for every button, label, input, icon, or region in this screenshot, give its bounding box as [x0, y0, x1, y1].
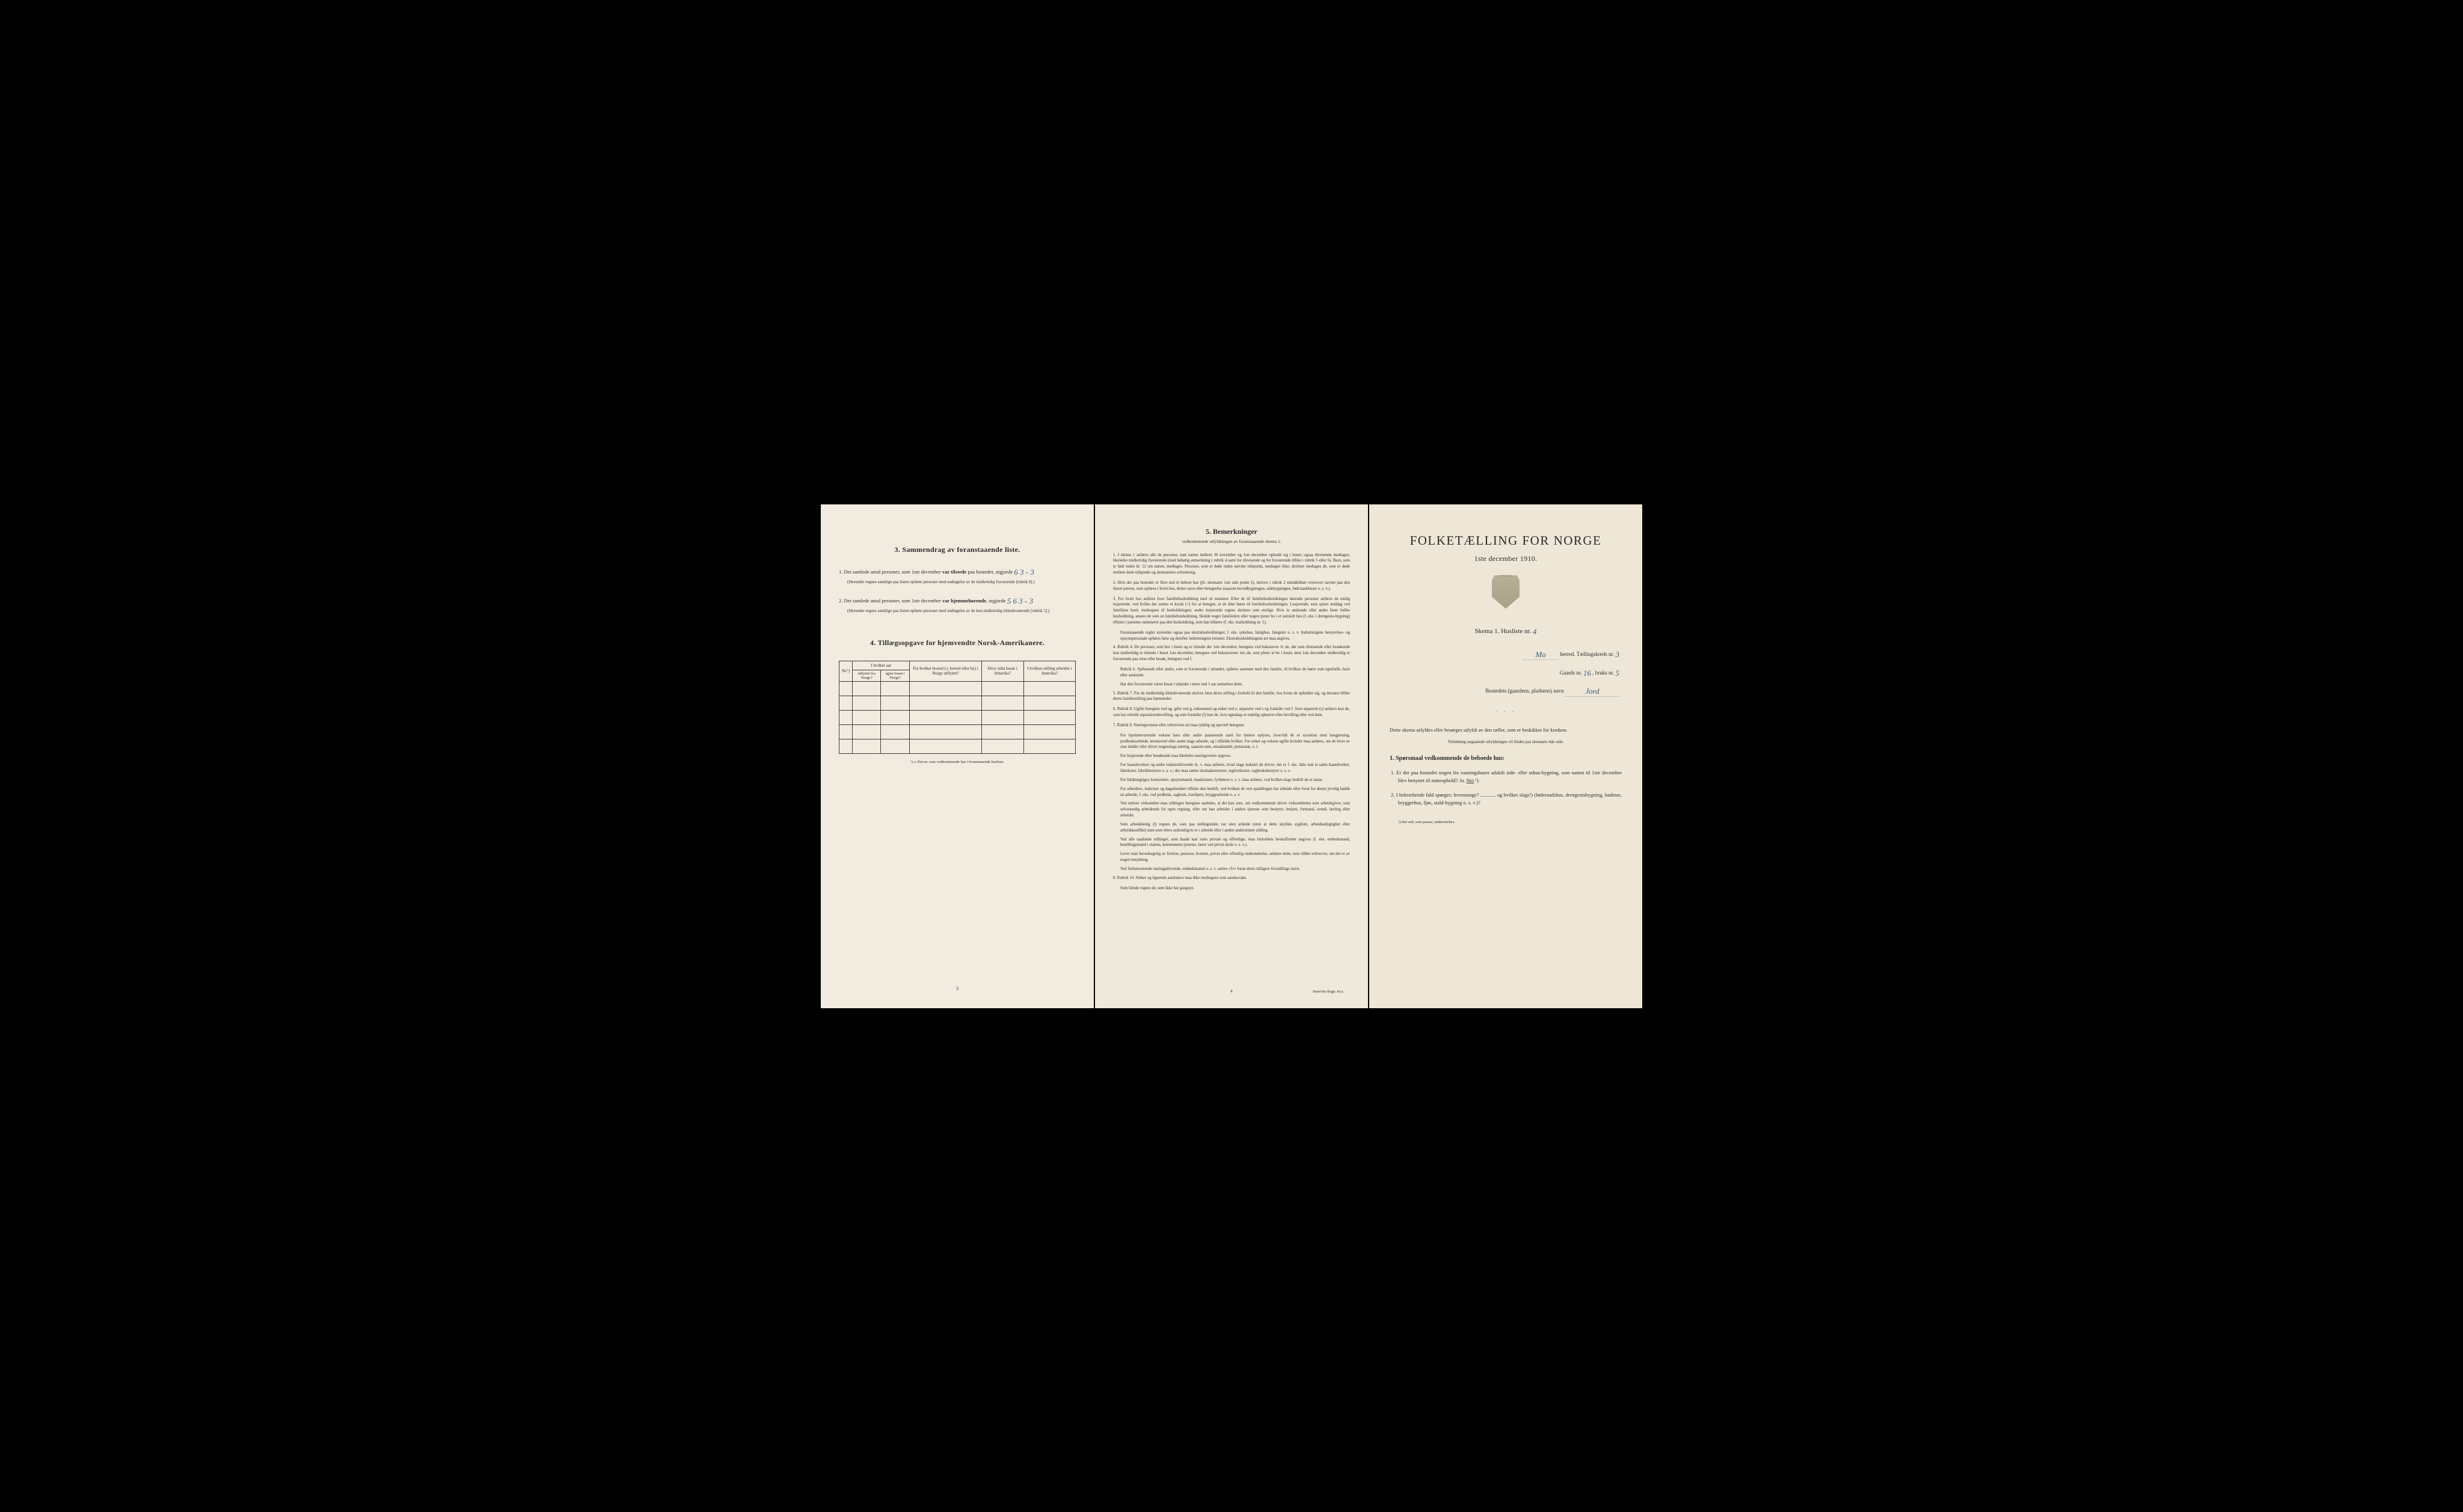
rule-item: 2. Hvis der paa bostedet er flere end ét… [1113, 580, 1350, 592]
item1-value: 6 3 - 3 [1014, 568, 1034, 577]
table-row [839, 681, 1076, 696]
item2-text-post: , utgjorde [986, 598, 1006, 604]
right-date: 1ste december 1910. [1387, 554, 1624, 563]
rule-item: 4. Rubrik 4. De personer, som bor i huse… [1113, 644, 1350, 663]
rule-item: Ved forhenværende næringsdrivende, embed… [1120, 866, 1350, 872]
bosted-value: Jord [1565, 687, 1619, 697]
rule-item: 6. Rubrik 8. Ugifte betegnes ved ug, gif… [1113, 706, 1350, 718]
right-footnote: ¹) Det ord, som passer, understrekes. [1398, 820, 1624, 824]
item-1: 1. Det samlede antal personer, som 1ste … [839, 565, 1076, 586]
gaards-row: Gaards nr. 16 , bruks nr. 5 [1387, 667, 1624, 677]
tillaegs-tbody [839, 681, 1076, 753]
q-heading: 1. Spørsmaal vedkommende de beboede hus: [1390, 755, 1624, 762]
rule-item: Som blinde regnes de, som ikke har gangs… [1120, 886, 1350, 892]
bosted-row: Bostedets (gaardens, pladsens) navn Jord [1387, 685, 1624, 696]
rule-item: Har den fraværende været bosat i utlande… [1120, 682, 1350, 688]
bruks-nr: 5 [1616, 669, 1620, 678]
rule-item: For haandverkere og andre industridriven… [1120, 762, 1350, 774]
schema-label: Skema 1. Husliste nr. [1474, 628, 1531, 635]
gaards-label: Gaards nr. [1560, 670, 1582, 676]
section3-title: 3. Sammendrag av foranstaaende liste. [839, 545, 1076, 554]
th-nr: Nr.¹) [839, 661, 853, 681]
panel-center: 5. Bemerkninger vedkommende utfyldningen… [1095, 504, 1368, 1008]
right-title: FOLKETÆLLING FOR NORGE [1387, 533, 1624, 548]
tillaegs-table: Nr.¹) I hvilket aar Fra hvilket bosted (… [839, 661, 1076, 754]
rule-item: Ved alle saadanne stillinger, som baade … [1120, 837, 1350, 849]
section4-title: 4. Tillægsopgave for hjemvendte Norsk-Am… [839, 638, 1076, 647]
table-row [839, 724, 1076, 739]
item2-text-pre: 2. Det samlede antal personer, som 1ste … [839, 598, 942, 604]
item2-bold: var hjemmehørende [942, 598, 986, 604]
bruks-label: , bruks nr. [1592, 670, 1614, 676]
rule-item: Som arbeidsledig (l) regnes de, som paa … [1120, 822, 1350, 834]
rule-item: Lever man hovedsagelig av formue, pensio… [1120, 851, 1350, 863]
coat-of-arms-icon [1492, 575, 1520, 609]
printer-credit: Steen'ske Bogtr. Kr.a. [1313, 990, 1344, 994]
center-subtitle: vedkommende utfyldningen av foranstaaend… [1113, 539, 1350, 544]
item2-value: 5 6 3 - 3 [1007, 596, 1033, 605]
rule-item: 5. Rubrik 7. For de midlertidig tilstede… [1113, 691, 1350, 703]
rule-item: For fuldmægtiger, kontorister, opsynsmæn… [1120, 777, 1350, 783]
q2: 2. I bekræftende fald spørges: hvormange… [1398, 791, 1622, 807]
herred-value: Mo [1523, 650, 1559, 660]
q1: 1. Er der paa bostedet nogen fra vaaning… [1398, 769, 1622, 785]
table-row [839, 710, 1076, 724]
table-row [839, 696, 1076, 710]
th-utflyttet: utflyttet fra Norge? [853, 670, 881, 681]
table-row [839, 739, 1076, 753]
item1-fine: (Herunder regnes samtlige paa listen opf… [847, 579, 1076, 586]
item-2: 2. Det samlede antal personer, som 1ste … [839, 594, 1076, 614]
rule-item: 1. I skema 1 anføres alle de personer, s… [1113, 552, 1350, 576]
th-hvor: Hvor sidst bosat i Amerika? [981, 661, 1023, 681]
divider-ornament: · · · [1387, 709, 1624, 715]
rule-item: 7. Rubrik 9. Næringsveiens eller erhverv… [1113, 723, 1350, 729]
rule-item: 3. For hvert hus anføres hver familiehus… [1113, 596, 1350, 626]
rule-item: Rubrik 6. Sjøfarende eller andre, som er… [1120, 667, 1350, 679]
instruction-small: Veiledning angaaende utfyldningen vil fi… [1387, 739, 1624, 744]
item1-bold: var tilstede [942, 569, 966, 575]
page-num-3: 3 [956, 986, 959, 991]
husliste-nr: 4 [1533, 627, 1537, 636]
bosted-label: Bostedets (gaardens, pladsens) navn [1485, 688, 1563, 694]
th-stilling: I hvilken stilling arbeidet i Amerika? [1023, 661, 1075, 681]
gaards-nr: 16 [1583, 669, 1591, 678]
schema-line: Skema 1. Husliste nr. 4 [1387, 626, 1624, 635]
item1-text-post: paa bostedet, utgjorde [966, 569, 1013, 575]
rule-item: Ved enhver virksomhet maa stillingen bet… [1120, 801, 1350, 819]
kreds-nr: 3 [1616, 650, 1620, 659]
th-fra: Fra hvilket bosted (ɔ: herred eller by) … [910, 661, 981, 681]
rules-list: 1. I skema 1 anføres alle de personer, s… [1113, 552, 1350, 892]
left-footnote: ¹) ɔ: Det nr. som vedkommende har i fora… [839, 760, 1076, 764]
panel-left: 3. Sammendrag av foranstaaende liste. 1.… [821, 504, 1094, 1008]
rule-item: For losjerende eller besøkende maa likel… [1120, 753, 1350, 759]
rule-item: For arbeidere, inderster og dagarbeidere… [1120, 786, 1350, 798]
tillaegs-table-wrap: Nr.¹) I hvilket aar Fra hvilket bosted (… [839, 661, 1076, 754]
rule-item: For hjemmeværende voksne barn eller andr… [1120, 733, 1350, 751]
rule-item: Foranstaaende regler anvendes ogsaa paa … [1120, 630, 1350, 642]
document-spread: 3. Sammendrag av foranstaaende liste. 1.… [821, 504, 1642, 1008]
th-aar-group: I hvilket aar [853, 661, 910, 670]
herred-row: Mo herred. Tællingskreds nr. 3 [1387, 649, 1624, 659]
item2-fine: (Herunder regnes samtlige paa listen opf… [847, 608, 1076, 614]
rule-item: 8. Rubrik 14. Sinker og lignende aandslø… [1113, 875, 1350, 881]
th-igjen: igjen bosat i Norge? [881, 670, 910, 681]
item1-text-pre: 1. Det samlede antal personer, som 1ste … [839, 569, 942, 575]
instruction-main: Dette skema utfyldes eller besørges utfy… [1390, 726, 1622, 733]
panel-right: FOLKETÆLLING FOR NORGE 1ste december 191… [1369, 504, 1642, 1008]
herred-label: herred. Tællingskreds nr. [1560, 651, 1614, 657]
center-title: 5. Bemerkninger [1113, 527, 1350, 536]
